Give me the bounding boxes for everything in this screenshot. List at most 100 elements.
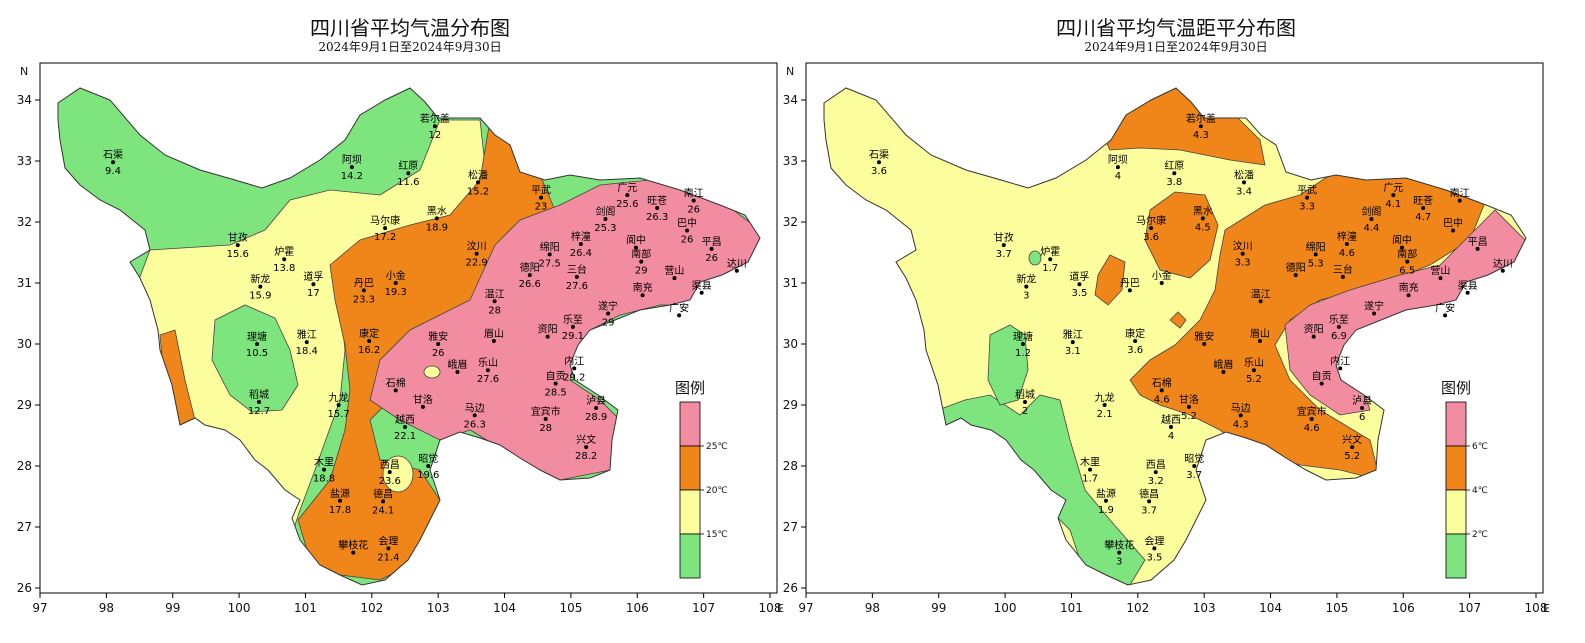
- station-name: 自贡: [546, 370, 566, 383]
- station-value: 18.9: [426, 222, 448, 233]
- station-value: 14.2: [341, 171, 363, 182]
- station-dot: [1202, 342, 1207, 346]
- station-name: 达川: [1493, 258, 1513, 270]
- station-name: 康定: [1125, 327, 1145, 340]
- station-name: 阆中: [1392, 234, 1412, 247]
- station-value: 5.2: [1344, 451, 1360, 462]
- zone-4-6-heishui: [1144, 191, 1219, 279]
- station-value: 3.1: [1065, 346, 1081, 357]
- station-dot: [436, 342, 441, 346]
- legend-threshold: 20℃: [706, 486, 728, 496]
- station-dot: [381, 499, 386, 504]
- station-name: 内江: [1330, 354, 1350, 367]
- station-dot: [1200, 216, 1205, 221]
- station-value: 10.5: [246, 348, 268, 359]
- zone-litang-below-2: [987, 324, 1029, 406]
- station-name: 南充: [633, 281, 653, 294]
- y-tick-label: 28: [17, 459, 32, 473]
- station-value: 2: [1022, 406, 1028, 417]
- zone-ebian-island: [423, 365, 441, 379]
- station-value: 3.5: [1071, 288, 1087, 299]
- station-value: 29: [635, 266, 648, 277]
- station-name: 梓潼: [1337, 230, 1357, 243]
- x-tick-label: 104: [493, 601, 516, 615]
- station-value: 18.4: [296, 346, 318, 357]
- legend-swatch: [1445, 489, 1467, 535]
- station-value: 4.6: [1304, 423, 1320, 434]
- station-value: 5.2: [1246, 374, 1262, 385]
- station-value: 4.7: [1415, 212, 1431, 223]
- map1-stations: 若尔盖 12 石渠 9.4 阿坝 14.2 红原 11.6 松潘 15.2 平武 23 广元 25.6 旺苍…: [103, 112, 747, 563]
- map1-zones: [58, 88, 760, 585]
- station-value: 25.6: [616, 199, 638, 210]
- y-tick-label: 27: [783, 520, 798, 534]
- station-name: 道孚: [1069, 270, 1089, 283]
- station-dot: [386, 546, 391, 551]
- y-tick-label: 33: [17, 154, 32, 168]
- x-tick-label: 106: [1392, 601, 1415, 615]
- station-value: 1.9: [1098, 505, 1114, 516]
- station-value: 12: [428, 130, 441, 141]
- station-name: 宜宾市: [1297, 405, 1327, 418]
- station-dot: [685, 228, 690, 233]
- map2-province-outline: [823, 87, 1527, 586]
- station-dot: [584, 445, 589, 450]
- station-value: 19.6: [417, 470, 439, 481]
- x-tick-label: 100: [994, 601, 1017, 615]
- station-value: 29: [602, 318, 615, 329]
- station-value: 18.8: [313, 474, 335, 485]
- station-value: 4.1: [1385, 199, 1401, 210]
- station-name: 丹巴: [354, 277, 374, 289]
- y-tick-label: 26: [17, 581, 32, 595]
- station-dot: [1338, 366, 1343, 371]
- station-name: 遂宁: [598, 300, 618, 313]
- station-name: 兴文: [1342, 433, 1362, 446]
- station-name: 三台: [567, 263, 587, 276]
- station-dot: [1391, 193, 1396, 198]
- station-dot: [1369, 216, 1374, 221]
- x-axis-letter: E: [777, 602, 784, 615]
- station-name: 雅安: [1194, 330, 1214, 343]
- legend-threshold: 4℃: [1472, 486, 1488, 496]
- station-name: 越西: [395, 413, 415, 426]
- station-dot: [734, 268, 739, 273]
- station-value: 3: [1023, 291, 1029, 302]
- station-dot: [1406, 293, 1411, 298]
- station-dot: [574, 274, 579, 279]
- station-name: 马边: [1231, 402, 1251, 414]
- station-dot: [351, 550, 356, 555]
- station-dot: [383, 226, 388, 231]
- station-dot: [387, 470, 392, 475]
- station-name: 阿坝: [1108, 154, 1128, 166]
- station-dot: [336, 403, 341, 407]
- station-name: 旺苍: [1413, 194, 1433, 207]
- legend-swatch: [1445, 533, 1467, 579]
- station-name: 南江: [1450, 187, 1470, 200]
- station-dot: [1405, 259, 1410, 264]
- station-dot: [1251, 368, 1256, 373]
- station-dot: [432, 124, 437, 129]
- station-name: 阿坝: [342, 154, 362, 166]
- station-dot: [255, 342, 260, 346]
- station-value: 22.1: [394, 431, 416, 442]
- station-name: 汶川: [467, 240, 487, 253]
- station-dot: [1336, 324, 1341, 329]
- station-dot: [1238, 413, 1243, 418]
- station-value: 21.4: [377, 552, 399, 563]
- y-tick-label: 32: [17, 215, 32, 229]
- legend-swatch: [679, 489, 701, 535]
- station-value: 13.8: [273, 263, 295, 274]
- station-dot: [1070, 340, 1075, 345]
- station-name: 峨眉: [447, 359, 467, 371]
- map2-title: 四川省平均气温距平分布图: [1056, 16, 1296, 40]
- station-dot: [420, 404, 425, 409]
- station-value: 17: [307, 288, 320, 299]
- station-dot: [1438, 276, 1443, 281]
- station-value: 1.7: [1042, 263, 1058, 274]
- station-value: 12.7: [248, 406, 270, 417]
- station-name: 南部: [631, 248, 651, 261]
- station-value: 3: [1116, 557, 1122, 568]
- station-dot: [349, 165, 354, 170]
- station-value: 15.6: [227, 249, 249, 260]
